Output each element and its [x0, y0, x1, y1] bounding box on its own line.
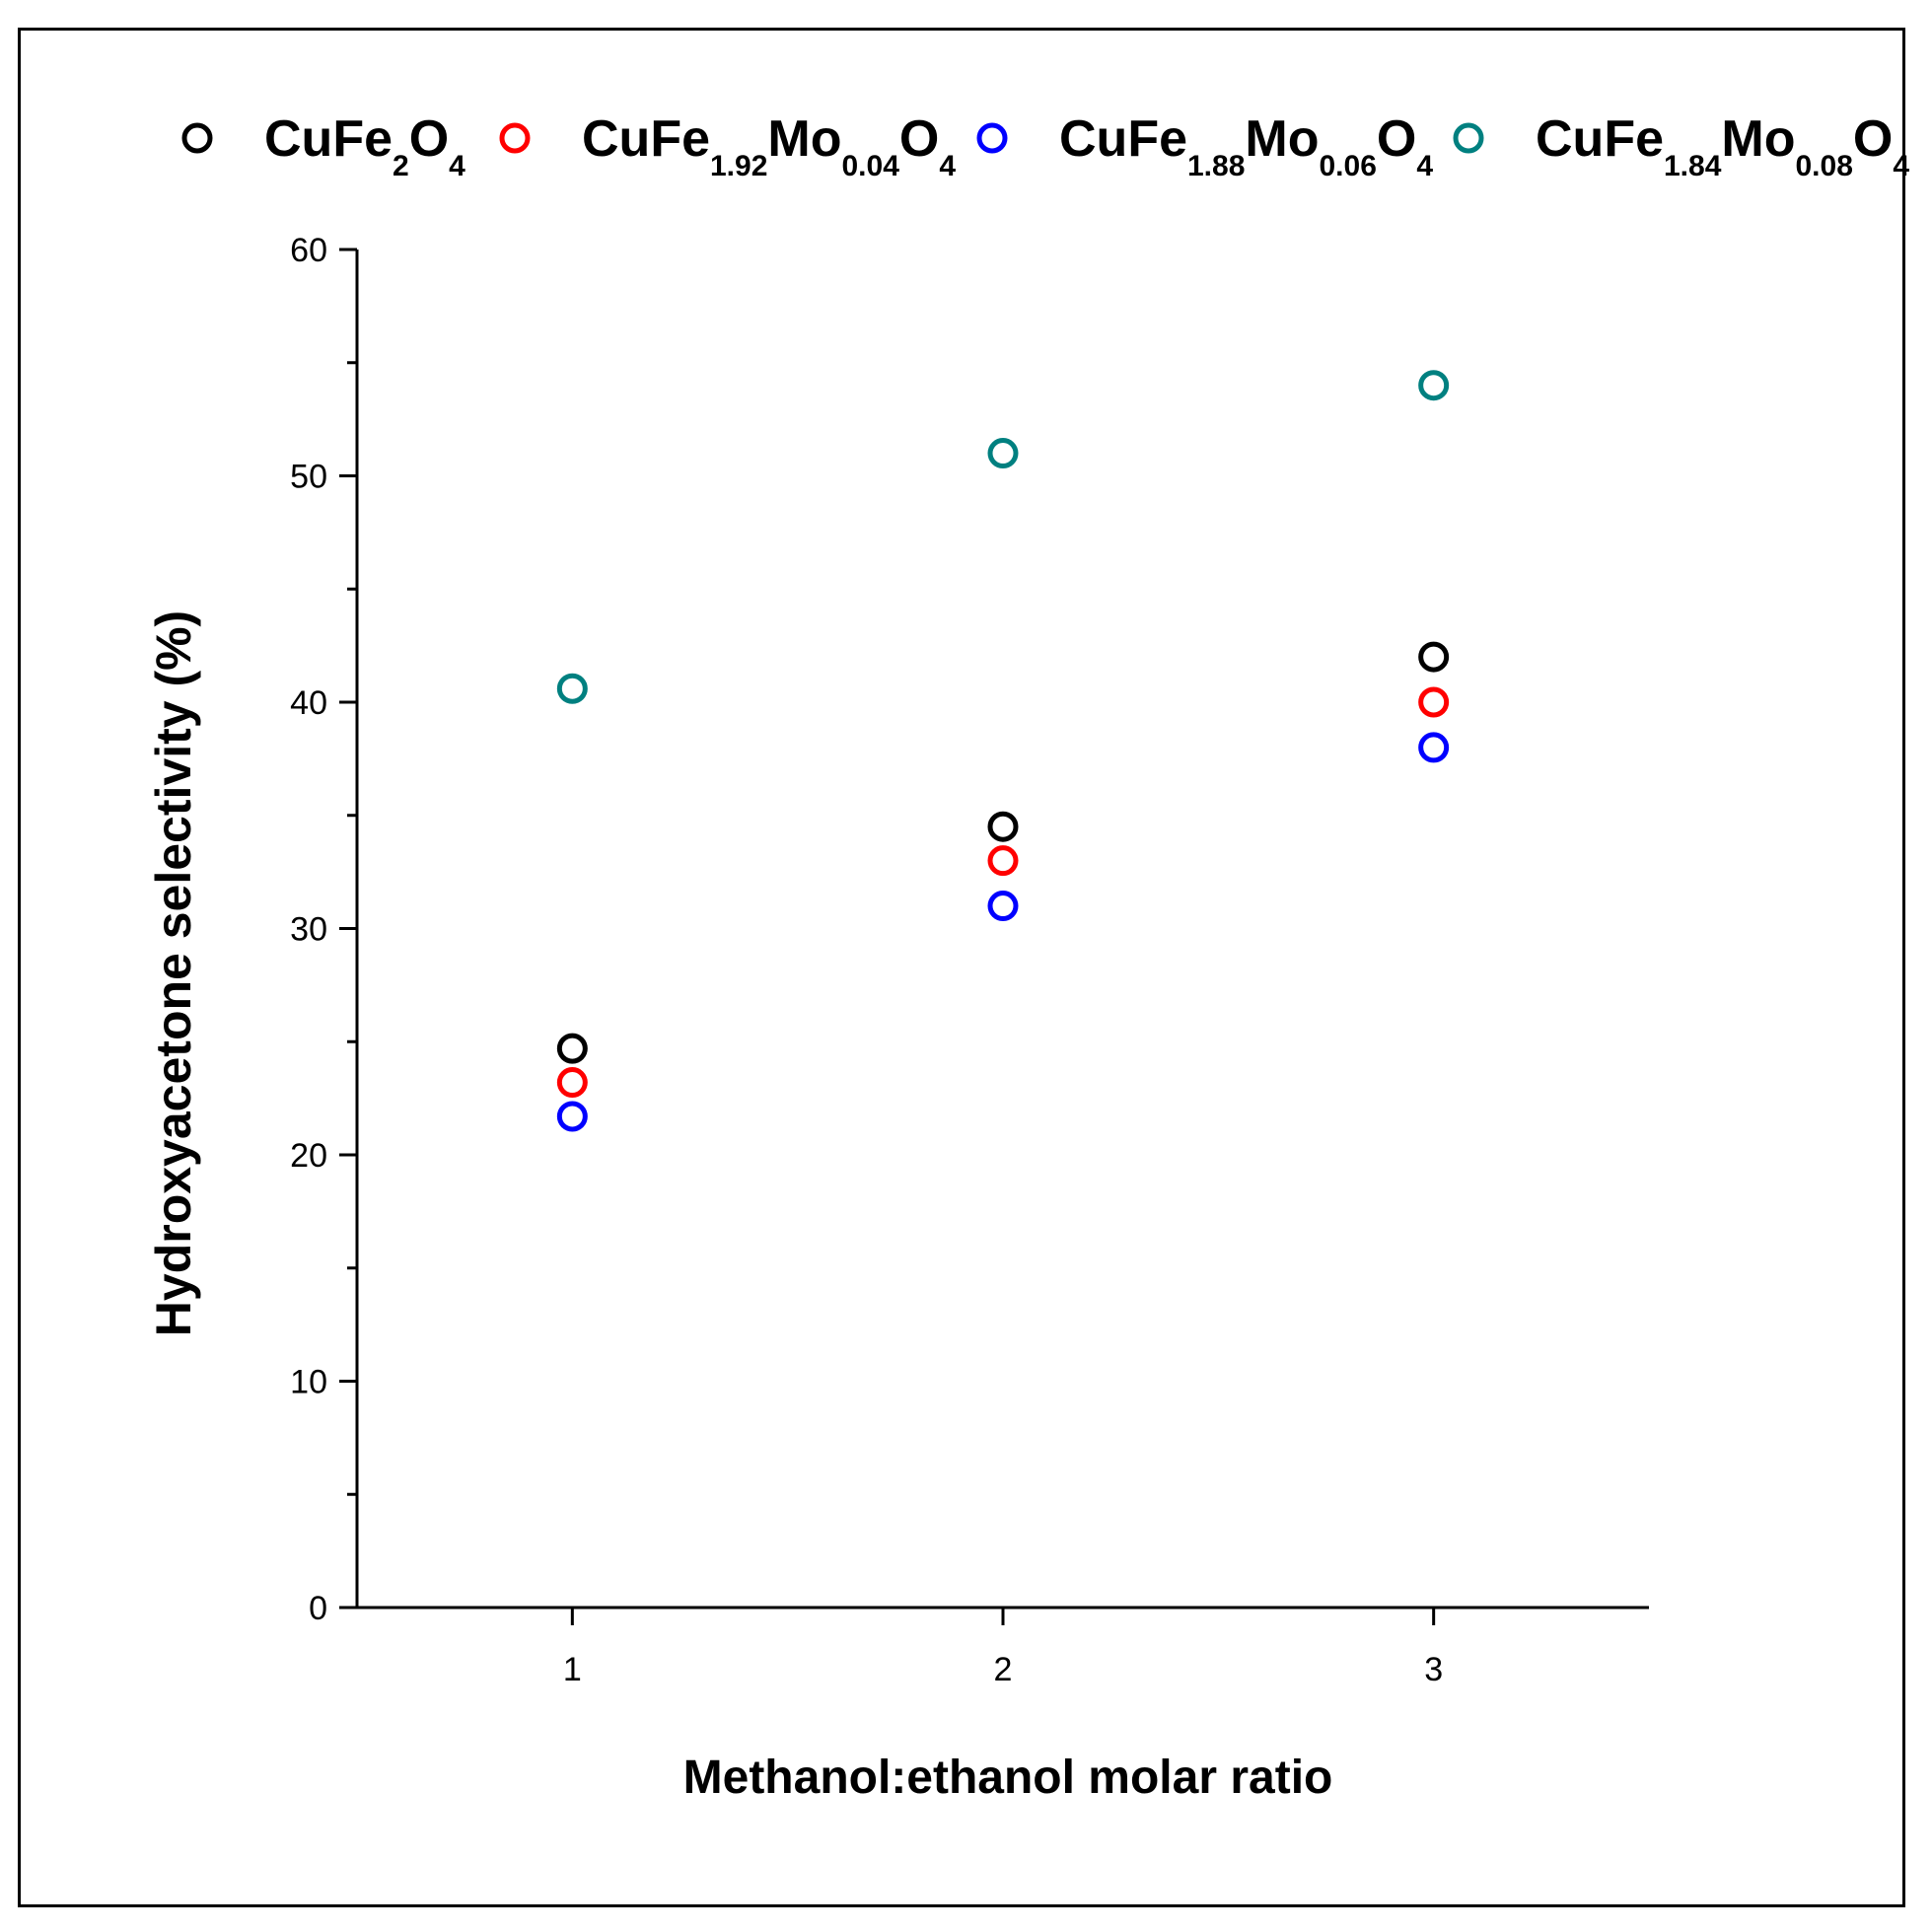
x-axis-title: Methanol:ethanol molar ratio: [683, 1752, 1333, 1804]
y-tick-label: 50: [290, 459, 327, 496]
y-tick-label: 0: [309, 1590, 327, 1627]
data-points: [556, 370, 1450, 1132]
data-point: [1418, 732, 1450, 763]
y-tick-label: 40: [290, 684, 327, 722]
legend-item: CuFe1.84Mo0.08O4: [1453, 110, 1909, 182]
legend-marker: [499, 122, 531, 154]
data-point: [556, 1067, 588, 1099]
legend-item: CuFe2O4: [181, 110, 465, 182]
data-point: [1418, 686, 1450, 718]
data-point: [556, 1033, 588, 1064]
y-tick-label: 10: [290, 1364, 327, 1401]
figure-frame: [18, 28, 1905, 1907]
legend-label: CuFe1.84Mo0.08O4: [1536, 110, 1909, 182]
y-tick-label: 30: [290, 911, 327, 949]
data-point: [1418, 641, 1450, 673]
x-tick-label: 3: [1424, 1651, 1443, 1688]
legend-item: CuFe1.92Mo0.04O4: [499, 110, 956, 182]
y-tick-label: 20: [290, 1137, 327, 1175]
data-point: [987, 811, 1019, 842]
x-tick-label: 2: [994, 1651, 1013, 1688]
data-point: [987, 438, 1019, 469]
x-tick-label: 1: [563, 1651, 582, 1688]
data-point: [987, 845, 1019, 877]
data-point: [1418, 370, 1450, 401]
legend-label: CuFe2O4: [264, 110, 465, 182]
y-axis-title: Hydroxyacetone selectivity (%): [146, 610, 201, 1336]
legend-label: CuFe1.88Mo0.06O4: [1059, 110, 1433, 182]
legend-marker: [976, 122, 1008, 154]
data-point: [556, 1101, 588, 1132]
legend-label: CuFe1.92Mo0.04O4: [582, 110, 956, 182]
legend-marker: [1453, 122, 1484, 154]
y-tick-label: 60: [290, 232, 327, 269]
data-point: [556, 673, 588, 704]
data-point: [987, 891, 1019, 922]
legend-item: CuFe1.88Mo0.06O4: [976, 110, 1433, 182]
axes: 0 10 20 30 40 50 60 1 2 3: [290, 232, 1649, 1688]
legend-marker: [181, 122, 213, 154]
legend: CuFe2O4 CuFe1.92Mo0.04O4 CuFe1.88Mo0.06O4 C…: [181, 110, 1909, 182]
